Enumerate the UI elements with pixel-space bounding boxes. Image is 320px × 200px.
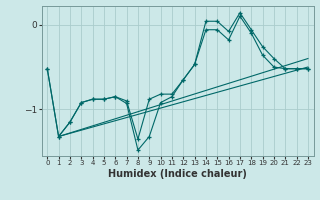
X-axis label: Humidex (Indice chaleur): Humidex (Indice chaleur) [108, 169, 247, 179]
